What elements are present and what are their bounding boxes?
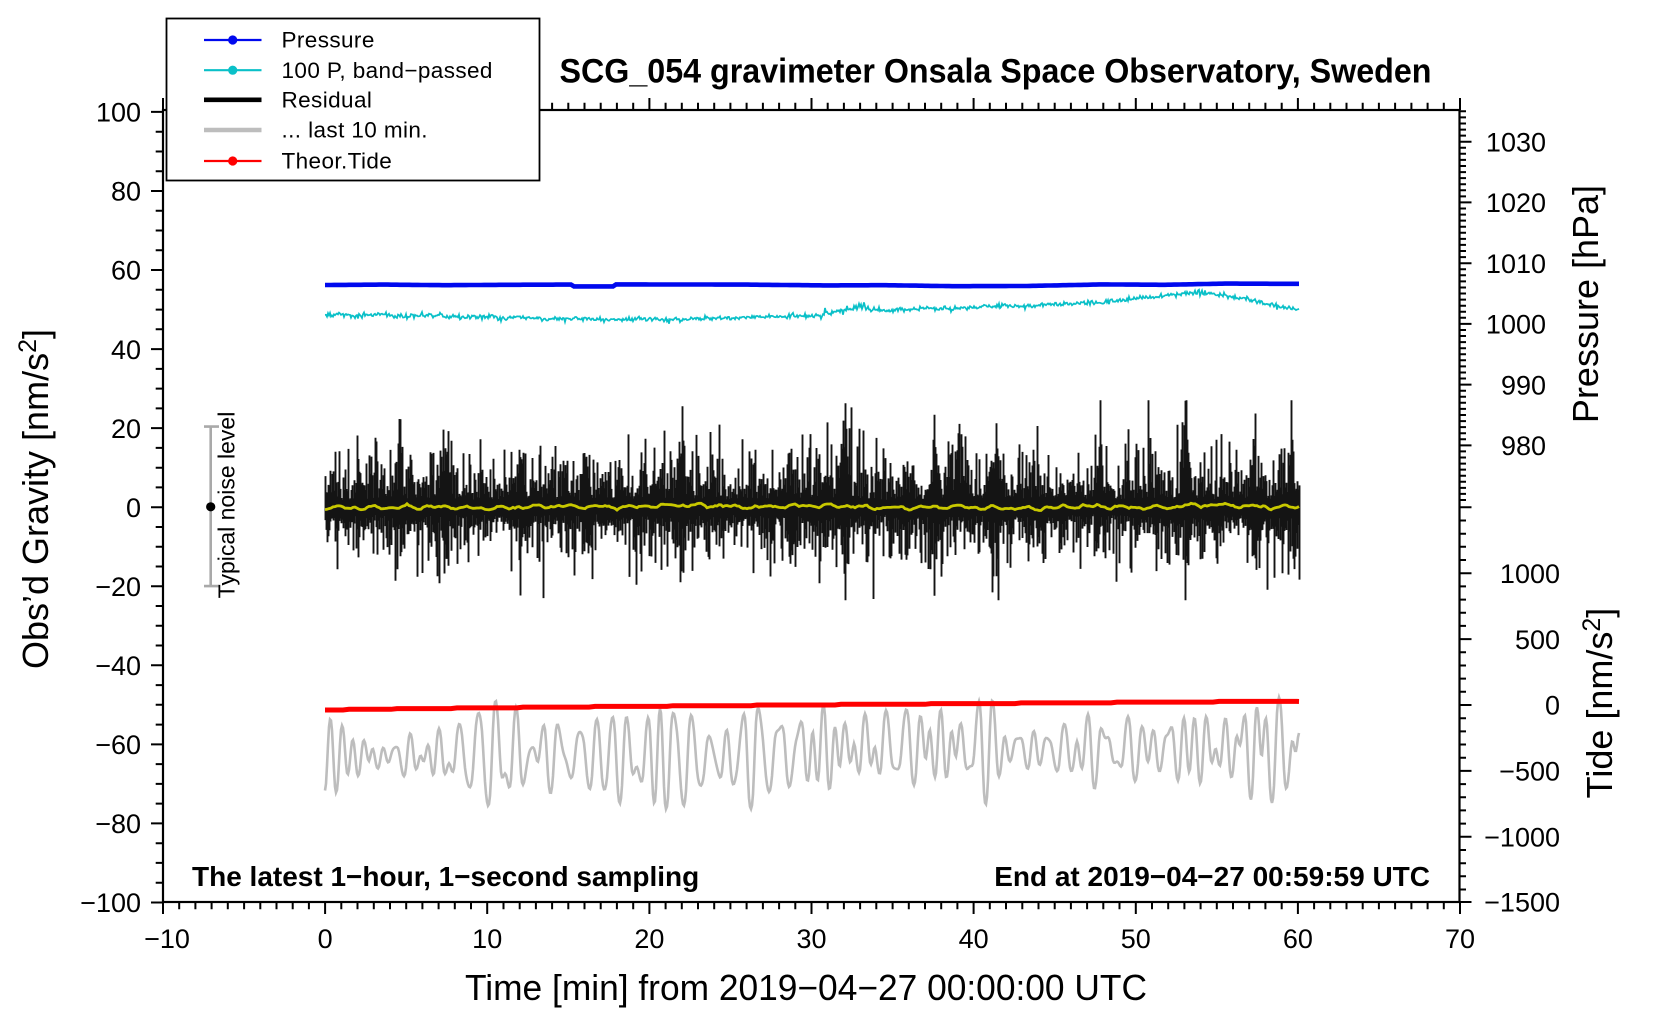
svg-text:Tide [nm/s2]: Tide [nm/s2]: [1578, 608, 1620, 799]
svg-text:−20: −20: [95, 572, 141, 602]
svg-text:Pressure [hPa]: Pressure [hPa]: [1565, 185, 1606, 423]
svg-text:1000: 1000: [1486, 310, 1546, 340]
svg-text:SCG_054 gravimeter Onsala Spac: SCG_054 gravimeter Onsala Space Observat…: [560, 53, 1432, 91]
svg-text:10: 10: [472, 924, 502, 954]
svg-text:Time [min] from 2019−04−27 00:: Time [min] from 2019−04−27 00:00:00 UTC: [465, 967, 1147, 1008]
svg-text:50: 50: [1121, 924, 1151, 954]
svg-text:The latest 1−hour, 1−second sa: The latest 1−hour, 1−second sampling: [192, 861, 699, 892]
svg-text:−10: −10: [144, 924, 190, 954]
svg-text:Typical noise level: Typical noise level: [214, 412, 240, 599]
svg-text:70: 70: [1445, 924, 1475, 954]
svg-text:0: 0: [1545, 691, 1560, 721]
svg-text:20: 20: [634, 924, 664, 954]
svg-text:−80: −80: [95, 809, 141, 839]
svg-text:40: 40: [959, 924, 989, 954]
svg-text:20: 20: [111, 414, 141, 444]
svg-text:100: 100: [96, 98, 141, 128]
svg-text:Pressure: Pressure: [282, 28, 375, 53]
svg-text:80: 80: [111, 177, 141, 207]
svg-text:1030: 1030: [1486, 127, 1546, 157]
svg-text:−100: −100: [80, 888, 141, 918]
svg-text:−500: −500: [1499, 757, 1560, 787]
svg-text:60: 60: [111, 256, 141, 286]
svg-text:30: 30: [796, 924, 826, 954]
svg-text:1020: 1020: [1486, 188, 1546, 218]
svg-text:−60: −60: [95, 730, 141, 760]
svg-text:500: 500: [1515, 625, 1560, 655]
svg-text:0: 0: [318, 924, 333, 954]
svg-text:980: 980: [1501, 431, 1546, 461]
svg-text:40: 40: [111, 335, 141, 365]
svg-text:... last 10 min.: ... last 10 min.: [282, 118, 428, 143]
svg-text:1010: 1010: [1486, 249, 1546, 279]
svg-text:1000: 1000: [1500, 559, 1560, 589]
svg-text:−1500: −1500: [1484, 888, 1560, 918]
svg-text:−1000: −1000: [1484, 823, 1560, 853]
svg-text:990: 990: [1501, 370, 1546, 400]
svg-text:Theor.Tide: Theor.Tide: [282, 149, 393, 174]
svg-text:Obs’d Gravity [nm/s2]: Obs’d Gravity [nm/s2]: [14, 329, 56, 669]
svg-text:0: 0: [126, 493, 141, 523]
svg-text:100 P, band−passed: 100 P, band−passed: [282, 58, 493, 83]
svg-text:60: 60: [1283, 924, 1313, 954]
svg-text:End at 2019−04−27 00:59:59 UTC: End at 2019−04−27 00:59:59 UTC: [994, 861, 1430, 892]
svg-text:Residual: Residual: [282, 87, 373, 112]
svg-text:−40: −40: [95, 651, 141, 681]
